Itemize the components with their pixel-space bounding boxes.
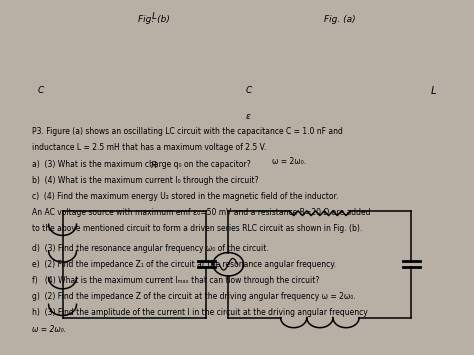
Text: L: L [430, 86, 436, 96]
Text: An AC voltage source with maximum emf ε₀=50 mV and a resistance R=20 Ω are added: An AC voltage source with maximum emf ε₀… [32, 208, 371, 217]
Text: inductance L = 2.5 mH that has a maximum voltage of 2.5 V.: inductance L = 2.5 mH that has a maximum… [32, 143, 266, 152]
Text: d)  (3) Find the resonance angular frequency ω₀ of the circuit.: d) (3) Find the resonance angular freque… [32, 244, 269, 253]
Text: b)  (4) What is the maximum current I₀ through the circuit?: b) (4) What is the maximum current I₀ th… [32, 176, 259, 185]
Text: a)  (3) What is the maximum charge q₀ on the capacitor?: a) (3) What is the maximum charge q₀ on … [32, 160, 251, 169]
Text: R: R [151, 161, 157, 170]
Text: ω = 2ω₀.: ω = 2ω₀. [32, 325, 66, 334]
Text: c)  (4) Find the maximum energy U₂ stored in the magnetic field of the inductor.: c) (4) Find the maximum energy U₂ stored… [32, 192, 338, 201]
Text: Fig. (a): Fig. (a) [324, 15, 356, 24]
Text: ε: ε [246, 113, 250, 121]
Text: f)   (4) What is the maximum current Iₘₐₓ that can flow through the circuit?: f) (4) What is the maximum current Iₘₐₓ … [32, 276, 319, 285]
Text: to the above mentioned circuit to form a driven series RLC circuit as shown in F: to the above mentioned circuit to form a… [32, 224, 362, 234]
Text: h)  (3) Find the amplitude of the current I in the circuit at the driving angula: h) (3) Find the amplitude of the current… [32, 308, 368, 317]
Text: P3. Figure (a) shows an oscillating LC circuit with the capacitance C = 1.0 nF a: P3. Figure (a) shows an oscillating LC c… [32, 127, 343, 136]
Text: C: C [37, 86, 44, 95]
Text: C: C [246, 86, 252, 95]
Text: Fig. (b): Fig. (b) [138, 15, 170, 24]
Text: e)  (2) Find the impedance Z₁ of the circuit at the resonance angular frequency.: e) (2) Find the impedance Z₁ of the circ… [32, 260, 336, 269]
Text: L: L [152, 12, 156, 21]
Text: ω = 2ω₀.: ω = 2ω₀. [272, 158, 306, 166]
Text: g)  (2) Find the impedance Z of the circuit at the driving angular frequency ω =: g) (2) Find the impedance Z of the circu… [32, 292, 356, 301]
